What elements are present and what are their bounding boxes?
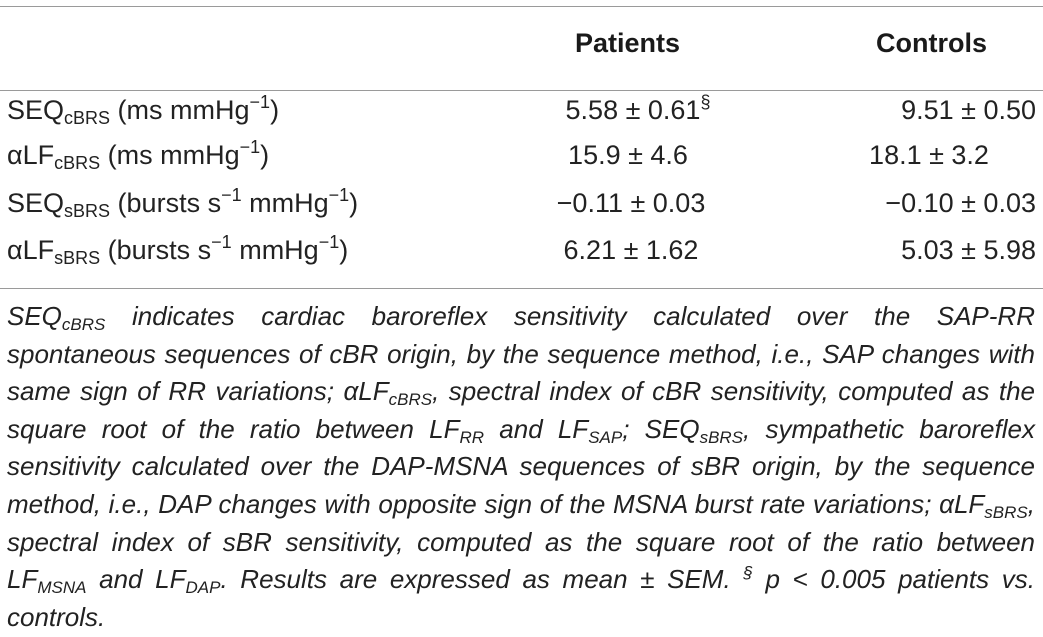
table-row: SEQcBRS (ms mmHg−1) 5.58 ± 0.61§ 9.51 ± …	[0, 92, 1043, 139]
table-footnote: SEQcBRS indicates cardiac baroreflex sen…	[7, 301, 1035, 632]
row-label: αLFsBRS (bursts s−1 mmHg−1)	[7, 232, 349, 268]
controls-value: −0.10 ± 0.03	[885, 188, 1036, 218]
patients-value: 15.9 ± 4.6	[568, 140, 688, 170]
row-label: SEQcBRS (ms mmHg−1)	[7, 92, 280, 128]
table-row: αLFsBRS (bursts s−1 mmHg−1) 6.21 ± 1.62 …	[0, 232, 1043, 279]
table-row: SEQsBRS (bursts s−1 mmHg−1) −0.11 ± 0.03…	[0, 185, 1043, 232]
controls-value: 18.1 ± 3.2	[869, 140, 989, 170]
row-label: SEQsBRS (bursts s−1 mmHg−1)	[7, 185, 359, 221]
table-bottom-rule	[0, 288, 1043, 289]
row-label: αLFcBRS (ms mmHg−1)	[7, 137, 270, 173]
column-header-controls: Controls	[876, 28, 987, 58]
patients-value: −0.11 ± 0.03	[556, 188, 706, 218]
controls-value: 9.51 ± 0.50	[901, 95, 1036, 125]
controls-value: 5.03 ± 5.98	[901, 235, 1036, 265]
table-header-rule	[0, 90, 1043, 91]
patients-value: 5.58 ± 0.61§	[565, 92, 711, 125]
table-top-rule	[0, 6, 1043, 7]
column-header-patients: Patients	[575, 28, 681, 58]
patients-value: 6.21 ± 1.62	[563, 235, 699, 265]
table-row: αLFcBRS (ms mmHg−1) 15.9 ± 4.6 18.1 ± 3.…	[0, 137, 1043, 184]
